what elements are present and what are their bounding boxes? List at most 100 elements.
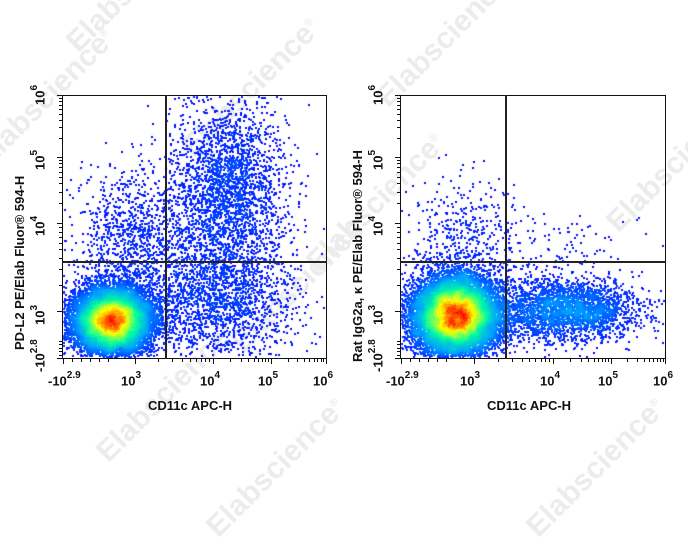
tick-mark xyxy=(59,358,62,359)
tick-mark xyxy=(59,351,62,352)
x-tick-label: 105 xyxy=(598,370,619,389)
tick-mark xyxy=(419,359,420,362)
tick-mark xyxy=(659,359,661,362)
x-tick-label: -102.9 xyxy=(386,370,419,389)
tick-mark xyxy=(309,359,311,362)
x-tick-label: 106 xyxy=(653,370,674,389)
tick-mark xyxy=(59,138,62,140)
tick-mark xyxy=(59,101,62,102)
tick-mark xyxy=(602,359,604,362)
left-density-dots xyxy=(62,95,326,358)
tick-mark xyxy=(662,359,664,362)
tick-mark xyxy=(665,359,667,364)
x-tick-label: 103 xyxy=(460,370,481,389)
tick-mark xyxy=(200,359,202,362)
tick-mark xyxy=(397,269,400,270)
tick-mark xyxy=(580,359,582,362)
tick-mark xyxy=(189,359,191,362)
left-quadrant-gate-horizontal[interactable] xyxy=(62,261,327,263)
tick-mark xyxy=(213,359,215,364)
tick-mark xyxy=(230,359,232,362)
tick-mark xyxy=(474,359,476,364)
tick-mark xyxy=(59,203,62,205)
tick-mark xyxy=(397,354,400,356)
right-x-axis-title: CD11c APC-H xyxy=(487,398,572,413)
tick-mark xyxy=(59,269,62,270)
right-quadrant-gate-horizontal[interactable] xyxy=(400,261,666,263)
tick-mark xyxy=(397,138,400,140)
right-dot-plot: -102.8 103 104 105 106 Rat IgG2a, κ PE/E… xyxy=(350,85,674,413)
tick-mark xyxy=(397,231,400,233)
tick-mark xyxy=(59,127,62,129)
tick-mark xyxy=(653,359,655,362)
tick-mark xyxy=(59,347,62,349)
tick-mark xyxy=(397,113,400,115)
tick-mark xyxy=(320,359,322,362)
tick-mark xyxy=(181,359,183,362)
tick-mark xyxy=(59,104,62,106)
tick-mark xyxy=(648,359,650,362)
tick-mark xyxy=(397,249,400,251)
tick-mark xyxy=(59,227,62,229)
tick-mark xyxy=(59,284,62,286)
tick-mark xyxy=(59,258,62,260)
y-tick-label: 103 xyxy=(367,304,386,325)
tick-mark xyxy=(397,358,400,359)
tick-mark xyxy=(108,359,109,362)
tick-mark xyxy=(59,236,62,238)
tick-mark xyxy=(59,160,62,162)
x-tick-label: 103 xyxy=(121,370,142,389)
tick-mark xyxy=(59,108,62,110)
y-tick-label: -102.8 xyxy=(367,339,386,372)
tick-mark xyxy=(397,284,400,286)
tick-mark xyxy=(428,359,429,362)
tick-mark xyxy=(437,359,438,362)
tick-mark xyxy=(59,340,62,342)
tick-mark xyxy=(135,359,137,364)
tick-mark xyxy=(605,359,607,362)
tick-mark xyxy=(656,359,658,362)
tick-mark xyxy=(521,359,523,362)
x-tick-label: 105 xyxy=(258,370,279,389)
tick-mark xyxy=(549,359,551,362)
x-tick-label: -102.9 xyxy=(48,370,81,389)
tick-mark xyxy=(59,191,62,193)
tick-mark xyxy=(271,359,273,364)
tick-mark xyxy=(397,227,400,229)
tick-mark xyxy=(540,359,542,362)
tick-mark xyxy=(63,359,64,362)
tick-mark xyxy=(57,95,62,97)
tick-mark xyxy=(587,359,589,362)
tick-mark xyxy=(59,242,62,244)
tick-mark xyxy=(636,359,638,362)
tick-mark xyxy=(313,359,315,362)
tick-mark xyxy=(397,340,400,342)
tick-mark xyxy=(570,359,572,362)
y-tick-label: 105 xyxy=(367,149,386,170)
tick-mark xyxy=(401,359,402,362)
tick-mark xyxy=(59,163,62,165)
tick-mark xyxy=(397,236,400,238)
tick-mark xyxy=(59,113,62,115)
tick-mark xyxy=(397,97,400,99)
tick-mark xyxy=(529,359,531,362)
tick-mark xyxy=(397,344,400,345)
tick-mark xyxy=(397,171,400,173)
tick-mark xyxy=(397,104,400,106)
right-quadrant-gate-vertical[interactable] xyxy=(505,95,507,359)
tick-mark xyxy=(59,354,62,356)
tick-mark xyxy=(59,176,62,178)
left-quadrant-gate-vertical[interactable] xyxy=(165,95,167,359)
tick-mark xyxy=(268,359,270,362)
tick-mark xyxy=(297,359,299,362)
tick-mark xyxy=(90,359,91,362)
tick-mark xyxy=(535,359,537,362)
tick-mark xyxy=(72,359,73,362)
tick-mark xyxy=(397,258,400,260)
y-tick-label: 104 xyxy=(367,215,386,236)
tick-mark xyxy=(59,97,62,99)
tick-mark xyxy=(205,359,207,362)
x-tick-label: 104 xyxy=(540,370,561,389)
tick-mark xyxy=(59,183,62,185)
tick-mark xyxy=(59,231,62,233)
